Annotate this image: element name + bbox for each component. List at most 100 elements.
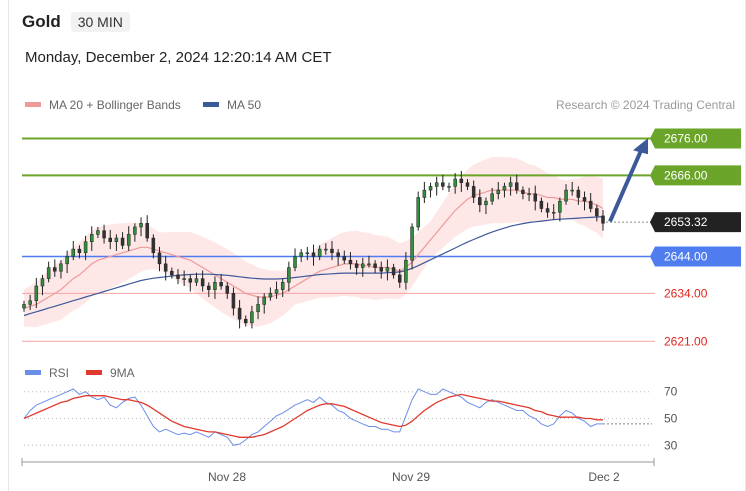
- candle-body: [287, 267, 291, 283]
- candle: [564, 184, 568, 205]
- candle: [515, 174, 519, 194]
- candle-body: [225, 285, 230, 294]
- candle-body: [496, 189, 501, 195]
- candle-body: [237, 307, 242, 320]
- candle: [237, 300, 242, 329]
- ma9-swatch: [86, 370, 102, 375]
- level-tag-bg: [650, 246, 741, 267]
- rsi-legend-label: RSI: [49, 366, 69, 380]
- candle: [416, 191, 420, 231]
- time-axis: Nov 28 Nov 29 Dec 2: [21, 458, 655, 484]
- candle: [46, 261, 51, 283]
- main-legend: MA 20 + Bollinger Bands MA 50 Research ©…: [25, 98, 735, 112]
- candle: [262, 293, 266, 314]
- candle: [367, 255, 371, 268]
- candle: [502, 182, 507, 198]
- candle: [453, 173, 457, 194]
- candle-body: [231, 293, 236, 309]
- candle-body: [96, 230, 100, 235]
- candle-body: [361, 263, 365, 268]
- candle: [354, 260, 359, 275]
- ma20-legend-label: MA 20 + Bollinger Bands: [49, 98, 181, 112]
- candle-body: [53, 267, 57, 272]
- candle-body: [293, 256, 297, 268]
- candle-body: [533, 193, 537, 202]
- level-tag-2634.00: 2634.00: [664, 286, 708, 300]
- moving-averages: [23, 189, 604, 317]
- candle: [545, 202, 550, 218]
- candle-body: [428, 186, 433, 191]
- candle: [287, 261, 291, 292]
- candle-body: [564, 189, 568, 202]
- candle: [151, 234, 156, 259]
- candle: [478, 189, 482, 213]
- rsi-ma9-line: [23, 393, 603, 438]
- candle-body: [268, 293, 273, 298]
- forecast-arrow: [608, 138, 648, 223]
- candle: [588, 193, 593, 213]
- candle: [22, 300, 26, 312]
- candle: [28, 294, 32, 310]
- candle-body: [367, 263, 371, 266]
- level-tags: 2676.00 2666.00 2653.32 2644.00 2634.00 2621.…: [650, 128, 741, 348]
- candle: [34, 277, 39, 309]
- forecast-arrow-head: [633, 138, 648, 155]
- candle-body: [120, 237, 125, 246]
- timeframe-badge[interactable]: 30 MIN: [70, 12, 130, 32]
- candle-body: [558, 200, 562, 213]
- candle: [348, 252, 353, 270]
- candle: [213, 276, 217, 299]
- candle-body: [404, 259, 408, 283]
- candle: [96, 226, 100, 239]
- time-tick-label: Nov 29: [392, 470, 430, 484]
- ma9-legend-label: 9MA: [110, 366, 135, 380]
- candle-body: [34, 285, 39, 301]
- candle-body: [373, 263, 377, 268]
- candle: [194, 272, 199, 286]
- ma20-swatch: [25, 102, 41, 107]
- time-tick-label: Nov 28: [208, 470, 246, 484]
- candle-body: [508, 182, 513, 187]
- candle-body: [410, 226, 414, 261]
- candle-body: [588, 200, 593, 209]
- candle-body: [582, 197, 587, 202]
- ma50-swatch: [203, 102, 219, 107]
- candle: [120, 232, 125, 250]
- candle-body: [422, 189, 427, 198]
- candle: [133, 223, 137, 242]
- ma50-line: [23, 216, 604, 317]
- candle: [145, 215, 149, 242]
- level-tag-label: 2666.00: [664, 168, 708, 182]
- instrument-symbol: Gold: [22, 12, 61, 31]
- bollinger-band-area: [24, 156, 603, 327]
- candle-body: [40, 278, 45, 287]
- candle: [274, 281, 279, 299]
- candle: [330, 240, 334, 261]
- candle: [521, 186, 525, 200]
- candle: [53, 259, 57, 277]
- candle-body: [256, 304, 260, 313]
- candle-body: [65, 256, 69, 265]
- candle-body: [22, 304, 26, 309]
- candle-body: [453, 178, 457, 187]
- candlesticks: [22, 170, 605, 329]
- candle-body: [90, 234, 94, 242]
- price-levels: [22, 137, 655, 342]
- candle-body: [336, 252, 340, 257]
- candle-body: [77, 248, 82, 254]
- rsi-legend: RSI 9MA: [25, 366, 135, 380]
- candle-body: [576, 189, 581, 198]
- candle-body: [59, 263, 63, 272]
- candle-body: [342, 256, 347, 261]
- report-datetime: Monday, December 2, 2024 12:20:14 AM CET: [25, 49, 332, 66]
- rsi-panel: 70 50 30: [23, 385, 678, 452]
- candle-body: [478, 197, 482, 206]
- candle: [182, 270, 186, 286]
- candle-body: [176, 274, 180, 279]
- rsi-tick-label: 30: [664, 438, 678, 452]
- level-tag-bg: [650, 128, 741, 149]
- candle-body: [311, 252, 316, 257]
- level-tag-label: 2676.00: [664, 131, 708, 145]
- candle-body: [539, 200, 544, 209]
